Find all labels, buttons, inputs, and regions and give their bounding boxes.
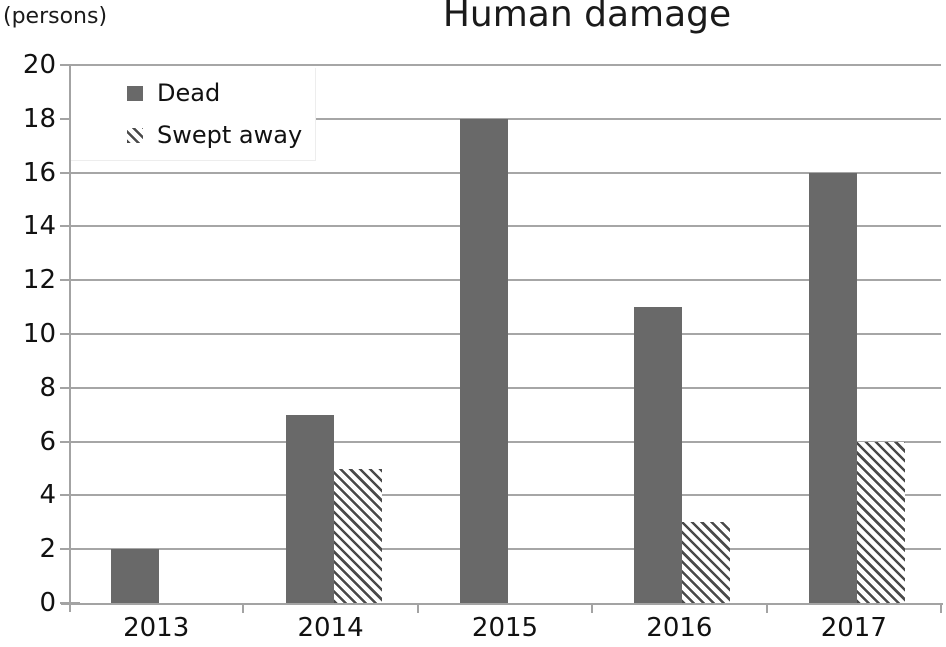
y-tick-label-18: 18 (22, 103, 56, 134)
y-tick-18 (60, 117, 80, 120)
bar-dead-2016 (634, 307, 683, 603)
y-tick-label-16: 16 (22, 157, 56, 188)
swept-away-hatched-swatch-icon (127, 127, 143, 143)
x-tick-label-2015: 2015 (471, 613, 539, 643)
y-tick-label-6: 6 (39, 426, 56, 457)
x-axis-line (61, 603, 943, 605)
legend-box: Dead Swept away (71, 68, 316, 161)
y-tick-label-4: 4 (39, 480, 56, 511)
bar-dead-2014 (285, 414, 334, 603)
y-axis-unit-label: (persons) (3, 4, 108, 29)
y-tick-label-12: 12 (22, 265, 56, 296)
y-tick-12 (60, 279, 80, 282)
dead-solid-swatch-icon (127, 85, 143, 101)
y-tick-label-0: 0 (39, 588, 56, 618)
y-tick-label-14: 14 (22, 211, 56, 242)
bars-layer (69, 65, 941, 603)
y-tick-6 (60, 440, 80, 443)
gridline-20 (69, 64, 941, 66)
legend-item-dead: Dead (127, 79, 315, 107)
y-tick-label-20: 20 (22, 50, 56, 80)
plot-area: Dead Swept away (69, 64, 941, 603)
x-tick-label-2014: 2014 (297, 613, 364, 643)
y-tick-4 (60, 494, 80, 497)
y-tick-10 (60, 333, 80, 335)
x-tick-3 (591, 605, 594, 613)
y-tick-8 (60, 386, 80, 389)
legend-label-dead: Dead (157, 79, 221, 107)
x-tick-2 (416, 605, 419, 613)
y-axis-line (69, 65, 71, 612)
y-tick-label-8: 8 (39, 372, 56, 403)
y-tick-20 (60, 64, 80, 66)
legend-label-swept-away: Swept away (157, 121, 303, 149)
y-tick-label-10: 10 (22, 319, 56, 349)
x-tick-label-2016: 2016 (646, 613, 713, 643)
bar-swept-away-2017 (856, 441, 905, 603)
y-tick-14 (60, 225, 80, 228)
y-tick-16 (60, 171, 80, 174)
y-tick-2 (60, 548, 80, 551)
x-tick-label-2013: 2013 (123, 613, 190, 643)
bar-swept-away-2016 (682, 522, 731, 603)
x-tick-5 (940, 605, 942, 613)
x-tick-4 (765, 605, 768, 613)
x-tick-1 (242, 605, 245, 613)
y-tick-label-2: 2 (39, 534, 56, 565)
chart-title: Human damage (442, 0, 732, 35)
legend-item-swept-away: Swept away (127, 121, 315, 149)
bar-dead-2013 (111, 549, 160, 603)
bar-dead-2017 (808, 172, 857, 603)
bar-swept-away-2014 (333, 468, 382, 603)
x-tick-label-2017: 2017 (820, 613, 887, 643)
bar-dead-2015 (460, 118, 508, 603)
gridline-18 (69, 117, 941, 120)
